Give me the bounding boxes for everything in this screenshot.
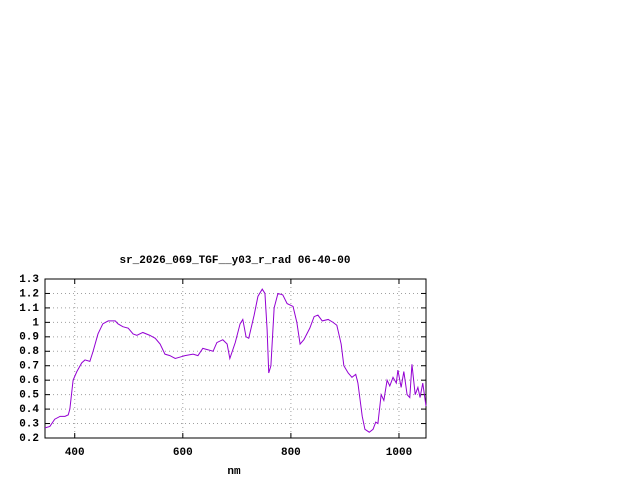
- x-tick-label: 600: [173, 447, 193, 459]
- y-tick-label: 1.2: [19, 288, 39, 300]
- y-tick-label: 1: [32, 317, 39, 329]
- x-tick-label: 800: [281, 447, 301, 459]
- y-tick-label: 0.6: [19, 375, 39, 387]
- x-tick-label: 400: [65, 447, 85, 459]
- data-line: [44, 288, 427, 433]
- chart-title: sr_2026_069_TGF__y03_r_rad 06-40-00: [119, 255, 350, 267]
- y-tick-label: 1.1: [19, 303, 39, 315]
- x-tick-label: 1000: [386, 447, 412, 459]
- plot-frame: [44, 278, 427, 439]
- y-tick-label: 0.3: [19, 418, 39, 430]
- y-tick-label: 1.3: [19, 274, 39, 286]
- y-tick-label: 0.9: [19, 332, 39, 344]
- x-axis-label: nm: [227, 466, 241, 478]
- y-tick-label: 0.8: [19, 346, 39, 358]
- y-tick-label: 0.2: [19, 433, 39, 445]
- y-tick-label: 0.7: [19, 361, 39, 373]
- y-tick-label: 0.5: [19, 390, 39, 402]
- y-tick-label: 0.4: [19, 404, 39, 416]
